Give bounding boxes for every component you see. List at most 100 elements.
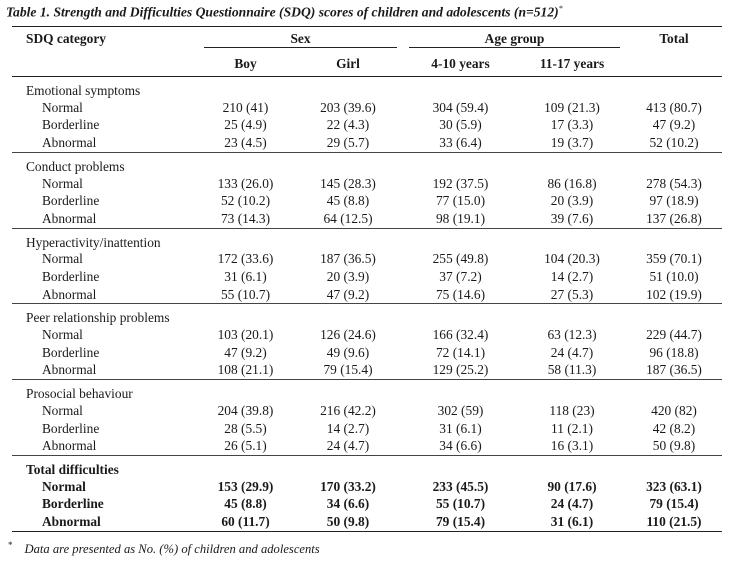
- row-label: Abnormal: [42, 134, 97, 150]
- cell-age2: 63 (12.3): [547, 327, 597, 343]
- cell-age2: 31 (6.1): [518, 513, 626, 532]
- row-label: Borderline: [42, 268, 100, 284]
- cell-boy: 23 (4.5): [224, 134, 267, 150]
- cell-age2: 24 (4.7): [550, 344, 594, 360]
- row-label: Borderline: [42, 420, 100, 436]
- section-title: Prosocial behaviour: [12, 379, 198, 403]
- section-header-row: Prosocial behaviour: [12, 379, 722, 403]
- empty-cell: [403, 77, 518, 100]
- empty-cell: [518, 303, 626, 327]
- empty-cell: [626, 303, 722, 327]
- cell-age1: 72 (14.1): [435, 344, 486, 360]
- table-row: Borderline 28 (5.5) 14 (2.7) 31 (6.1) 11 (2.…: [12, 420, 722, 438]
- cell-age1: 34 (6.6): [439, 438, 482, 454]
- cell-age1: 255 (49.8): [432, 251, 489, 267]
- row-label: Borderline: [42, 193, 100, 209]
- footnote-mark: *: [8, 540, 13, 550]
- cell-total: 359 (70.1): [646, 251, 702, 267]
- cell-age2: 11 (2.1): [551, 420, 593, 436]
- empty-cell: [626, 77, 722, 100]
- cell-age1: 233 (45.5): [432, 478, 489, 494]
- empty-cell: [518, 454, 626, 478]
- empty-cell: [293, 303, 403, 327]
- table-row: Abnormal 73 (14.3) 64 (12.5) 98 (19.1) 39 (7…: [12, 210, 722, 228]
- cell-girl: 29 (5.7): [326, 134, 370, 150]
- row-label: Normal: [42, 251, 83, 267]
- cell-girl: 79 (15.4): [323, 362, 373, 378]
- empty-cell: [403, 227, 518, 251]
- cell-age2: 58 (11.3): [547, 362, 597, 378]
- footnote-text: Data are presented as No. (%) of childre…: [24, 542, 320, 557]
- cell-total: 97 (18.9): [649, 193, 699, 209]
- cell-age1: 37 (7.2): [439, 268, 482, 284]
- cell-age1: 30 (5.9): [439, 117, 482, 133]
- cell-total: 420 (82): [651, 402, 697, 418]
- cell-girl: 187 (36.5): [320, 251, 376, 267]
- section-title: Hyperactivity/inattention: [12, 227, 198, 251]
- cell-age2: 27 (5.3): [550, 286, 594, 302]
- cell-age2: 24 (4.7): [550, 496, 594, 512]
- empty-cell: [518, 379, 626, 403]
- cell-total: 79 (15.4): [649, 496, 699, 512]
- row-label: Borderline: [42, 496, 104, 512]
- cell-age2: 109 (21.3): [544, 99, 600, 115]
- section-title: Total difficulties: [12, 454, 198, 478]
- cell-age1: 55 (10.7): [435, 496, 486, 512]
- cell-age2: 20 (3.9): [550, 193, 594, 209]
- empty-cell: [518, 227, 626, 251]
- cell-boy: 73 (14.3): [220, 210, 271, 226]
- empty-cell: [626, 454, 722, 478]
- cell-boy: 210 (41): [222, 99, 269, 115]
- table-row: Borderline 45 (8.8) 34 (6.6) 55 (10.7) 24 (4…: [12, 496, 722, 514]
- row-label: Normal: [42, 327, 83, 343]
- cell-total: 51 (10.0): [649, 268, 699, 284]
- section-header-row: Conduct problems: [12, 151, 722, 175]
- cell-age1: 75 (14.6): [435, 286, 486, 302]
- table-header: SDQ category Sex Age group Total Boy Gir…: [12, 26, 722, 77]
- row-label: Borderline: [42, 117, 100, 133]
- empty-cell: [198, 151, 293, 175]
- row-label: Normal: [42, 402, 83, 418]
- row-label: Normal: [42, 99, 83, 115]
- cell-age2: 39 (7.6): [550, 210, 594, 226]
- cell-age2: 90 (17.6): [547, 478, 597, 494]
- header-girl: Girl: [336, 56, 360, 71]
- table-body: Emotional symptoms Normal 210 (41) 203 (39.…: [12, 77, 722, 532]
- sdq-scores-table: SDQ category Sex Age group Total Boy Gir…: [12, 26, 722, 532]
- cell-girl: 145 (28.3): [320, 175, 376, 191]
- cell-age2: 14 (2.7): [550, 268, 594, 284]
- empty-cell: [626, 227, 722, 251]
- cell-boy: 31 (6.1): [224, 268, 267, 284]
- table-row: Abnormal 23 (4.5) 29 (5.7) 33 (6.4) 19 (3.7)…: [12, 134, 722, 152]
- table-footnote: * Data are presented as No. (%) of childr…: [8, 540, 320, 557]
- empty-cell: [518, 77, 626, 100]
- header-boy: Boy: [234, 56, 257, 71]
- section-header-row: Hyperactivity/inattention: [12, 227, 722, 251]
- cell-girl: 34 (6.6): [326, 496, 370, 512]
- cell-boy: 133 (26.0): [217, 175, 274, 191]
- cell-girl: 203 (39.6): [320, 99, 376, 115]
- table-row: Normal 204 (39.8) 216 (42.2) 302 (59) 118 (2…: [12, 402, 722, 420]
- row-label: Borderline: [42, 344, 100, 360]
- table-row: Abnormal 26 (5.1) 24 (4.7) 34 (6.6) 16 (3.1)…: [12, 437, 722, 455]
- cell-boy: 55 (10.7): [220, 286, 271, 302]
- row-label: Abnormal: [12, 513, 198, 532]
- table-row: Abnormal 108 (21.1) 79 (15.4) 129 (25.2) 58 …: [12, 362, 722, 380]
- cell-boy: 25 (4.9): [224, 117, 267, 133]
- row-label: Normal: [42, 175, 83, 191]
- empty-cell: [626, 151, 722, 175]
- empty-cell: [403, 151, 518, 175]
- cell-age1: 79 (15.4): [403, 513, 518, 532]
- cell-boy: 47 (9.2): [224, 344, 267, 360]
- cell-total: 229 (44.7): [646, 327, 702, 343]
- table-row: Normal 210 (41) 203 (39.6) 304 (59.4) 109 (2…: [12, 99, 722, 117]
- table-row: Borderline 31 (6.1) 20 (3.9) 37 (7.2) 14 (2.…: [12, 268, 722, 286]
- section-header-row: Total difficulties: [12, 454, 722, 478]
- cell-girl: 45 (8.8): [326, 193, 370, 209]
- cell-girl: 126 (24.6): [320, 327, 376, 343]
- cell-age1: 304 (59.4): [432, 99, 489, 115]
- cell-total: 47 (9.2): [652, 117, 696, 133]
- table-row: Borderline 25 (4.9) 22 (4.3) 30 (5.9) 17 (3.…: [12, 117, 722, 135]
- caption-footnote-mark: *: [558, 4, 563, 13]
- cell-age1: 302 (59): [437, 402, 484, 418]
